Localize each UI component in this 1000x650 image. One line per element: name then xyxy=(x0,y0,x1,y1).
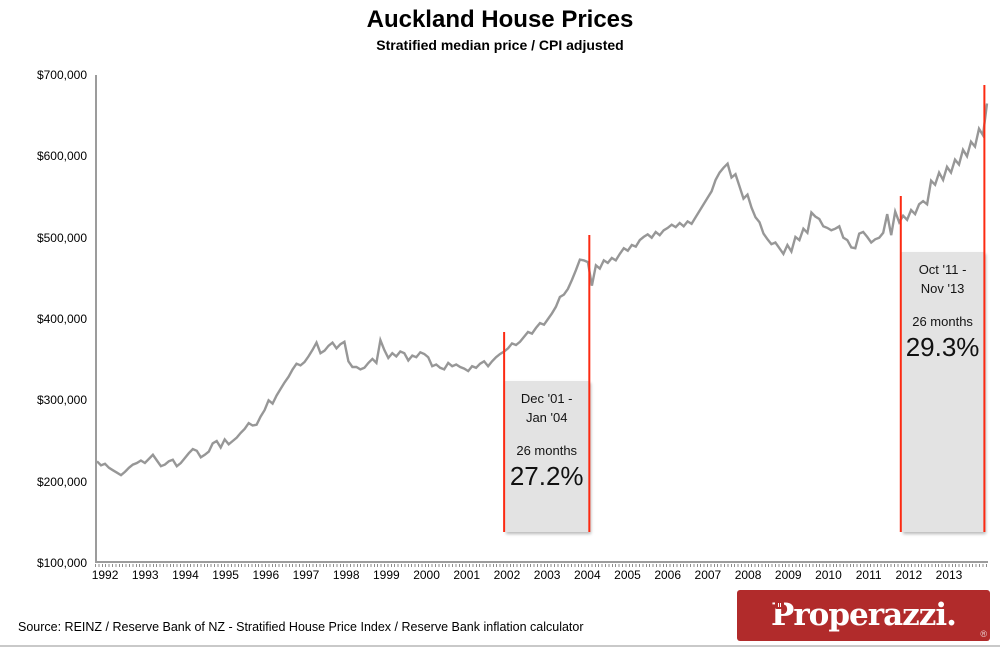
x-axis-label: 2006 xyxy=(654,568,682,582)
chart-subtitle: Stratified median price / CPI adjusted xyxy=(376,37,624,53)
x-axis-label: 2002 xyxy=(493,568,521,582)
annotation-box-period-2: Oct '11 - Nov '13 26 months 29.3% xyxy=(900,252,985,532)
x-axis-label: 1999 xyxy=(373,568,400,582)
x-axis-label: 2008 xyxy=(734,568,762,582)
x-axis-label: 1993 xyxy=(131,568,159,582)
y-axis-label: $700,000 xyxy=(36,68,87,82)
x-axis-label: 2010 xyxy=(815,568,842,582)
y-axis-label: $300,000 xyxy=(36,393,87,408)
y-axis-line xyxy=(95,75,97,563)
x-axis-label: 2004 xyxy=(573,568,601,582)
period-2-range-start: Oct '11 - xyxy=(918,262,967,277)
period-2-range-end: Nov '13 xyxy=(920,281,965,296)
x-axis-label: 1995 xyxy=(212,568,239,582)
logo-wordmark: Properazzi. xyxy=(771,597,957,633)
x-axis-label: 2003 xyxy=(533,568,561,582)
logo-p-speech-icon xyxy=(775,601,784,609)
x-axis-label: 1997 xyxy=(292,568,320,582)
x-axis-minor-ticks xyxy=(95,564,988,567)
period-2-duration: 26 months xyxy=(912,314,973,329)
x-axis-label: 1996 xyxy=(252,568,280,582)
bottom-divider xyxy=(0,645,1000,647)
annotation-box-period-1: Dec '01 - Jan '04 26 months 27.2% xyxy=(504,381,590,532)
x-axis-label: 2005 xyxy=(614,568,641,582)
y-axis-label: $500,000 xyxy=(36,230,87,245)
x-axis-label: 2009 xyxy=(774,568,802,582)
period-1-range-end: Jan '04 xyxy=(525,410,568,425)
period-1-change: 27.2% xyxy=(509,461,584,491)
x-axis-label: 2011 xyxy=(855,568,882,582)
y-axis-label: $400,000 xyxy=(36,312,87,326)
x-axis-label: 1998 xyxy=(332,568,360,582)
period-2-change: 29.3% xyxy=(905,332,980,362)
properazzi-logo: Properazzi. ® xyxy=(737,590,990,641)
x-axis-label: 2007 xyxy=(694,568,722,582)
x-axis-label: 2001 xyxy=(453,568,481,582)
x-axis-label: 2013 xyxy=(935,568,963,582)
source-note: Source: REINZ / Reserve Bank of NZ - Str… xyxy=(18,620,584,634)
x-axis-line xyxy=(95,561,988,563)
chart-title: Auckland House Prices xyxy=(366,6,634,33)
y-axis-label: $100,000 xyxy=(36,556,87,570)
period-1-range-start: Dec '01 - xyxy=(520,391,573,406)
x-axis-label: 1992 xyxy=(91,568,119,582)
x-axis-label: 2012 xyxy=(895,568,923,582)
registered-trademark-icon: ® xyxy=(980,629,987,639)
y-axis-label: $200,000 xyxy=(36,474,87,489)
y-axis-label: $600,000 xyxy=(36,149,87,164)
x-axis-label: 1994 xyxy=(172,568,199,582)
period-1-duration: 26 months xyxy=(516,443,578,458)
x-axis-label: 2000 xyxy=(413,568,440,582)
